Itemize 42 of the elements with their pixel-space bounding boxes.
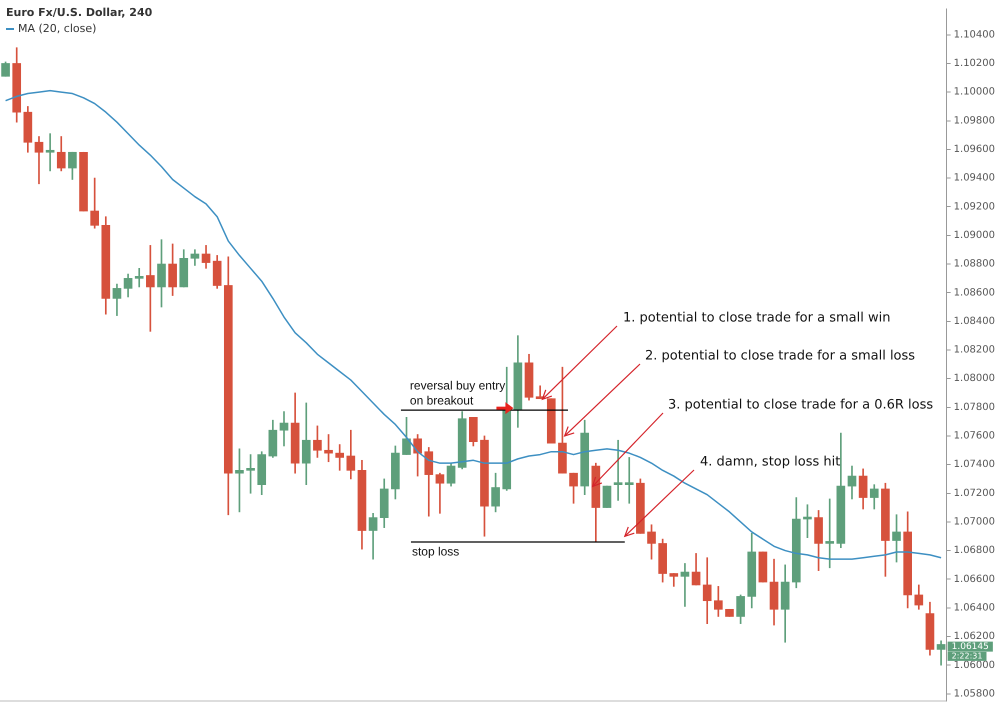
text: 2:22:31 xyxy=(952,651,982,660)
y-tick-label: 1.09400 xyxy=(954,172,996,184)
candlestick xyxy=(280,411,288,446)
legend-label: MA (20, close) xyxy=(18,22,96,35)
y-tick-label: 1.09800 xyxy=(954,115,996,126)
y-tick-label: 1.08200 xyxy=(954,344,996,356)
candlestick xyxy=(936,640,946,666)
y-tick-label: 1.07600 xyxy=(954,430,996,442)
y-tick-label: 1.06600 xyxy=(954,574,996,585)
y-tick-label: 1.07800 xyxy=(954,402,996,413)
candlestick xyxy=(803,504,812,538)
annotation: 2. potential to close trade for a small loss xyxy=(645,348,916,364)
y-tick-label: 1.06200 xyxy=(954,631,996,642)
ref-line-label: reversal buy entry on breakout xyxy=(410,378,506,408)
y-tick-label: 1.10000 xyxy=(954,86,996,98)
candlestick xyxy=(680,563,690,607)
y-tick-label: 1.07400 xyxy=(954,459,996,470)
candlestick xyxy=(892,514,901,562)
y-tick-label: 1.06400 xyxy=(954,602,996,614)
annotation: 1. potential to close trade for a small win xyxy=(623,310,890,326)
y-tick-label: 1.09600 xyxy=(954,144,996,155)
ref-line-label: stop loss xyxy=(412,544,460,558)
candlestick xyxy=(235,448,244,512)
y-tick-label: 1.09000 xyxy=(954,230,996,241)
y-tick-label: 1.06800 xyxy=(954,545,996,556)
y-tick-label: 1.08400 xyxy=(954,316,996,327)
y-tick-label: 1.07000 xyxy=(954,516,996,528)
annotation: 4. damn, stop loss hit xyxy=(700,454,840,470)
candlestick xyxy=(34,136,44,184)
text: 1.06145 xyxy=(952,642,989,652)
y-tick-label: 1.05800 xyxy=(954,688,996,700)
y-tick-label: 1.09200 xyxy=(954,201,996,212)
y-tick-label: 1.08600 xyxy=(954,287,996,298)
y-tick-label: 1.10200 xyxy=(954,58,996,70)
chart-title: Euro Fx/U.S. Dollar, 240 xyxy=(6,6,153,19)
y-tick-label: 1.08800 xyxy=(954,258,996,270)
y-tick-label: 1.10400 xyxy=(954,29,996,40)
annotation: 3. potential to close trade for a 0.6R loss xyxy=(668,397,934,412)
y-tick-label: 1.07200 xyxy=(954,488,996,499)
y-tick-label: 1.06000 xyxy=(954,660,996,671)
candlestick xyxy=(324,434,333,462)
y-tick-label: 1.08000 xyxy=(954,373,996,384)
